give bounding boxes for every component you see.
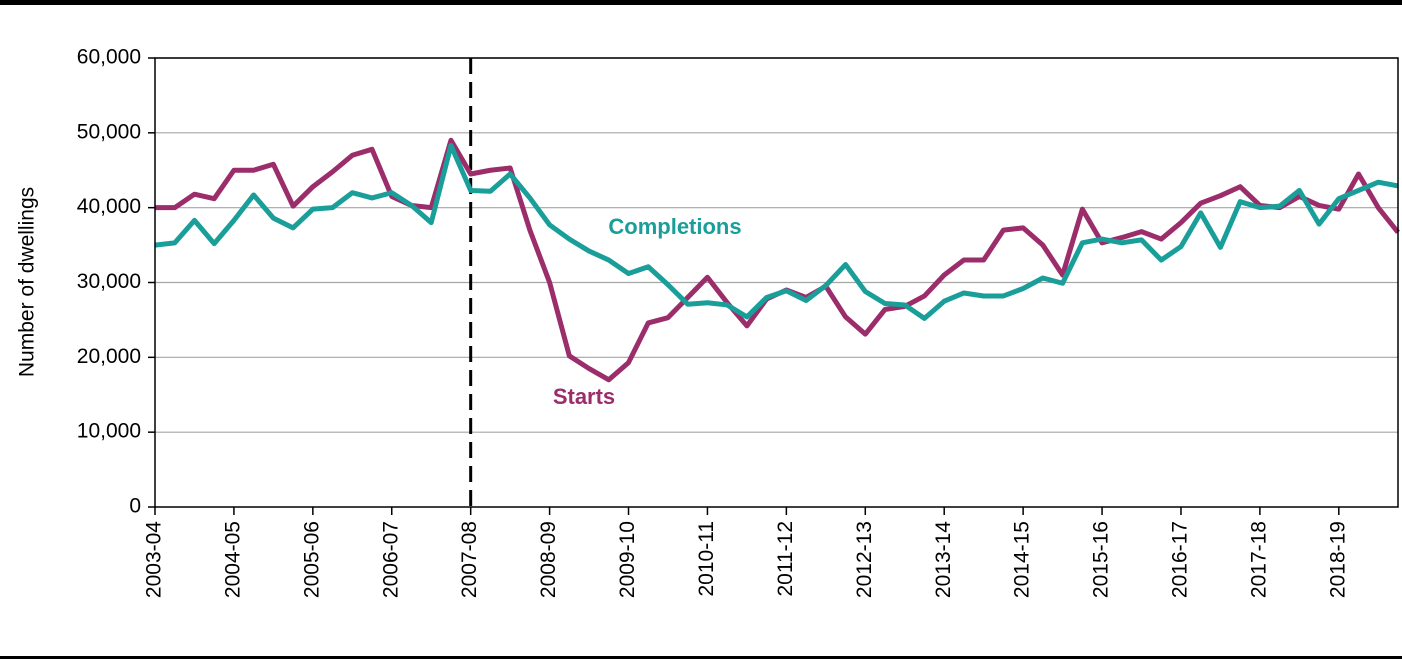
y-tick-label: 30,000 (77, 270, 141, 293)
series-line (154, 143, 1399, 321)
x-tick-label: 2007-08 (458, 521, 481, 598)
x-tick-label: 2008-09 (537, 521, 560, 598)
y-tick-label: 40,000 (77, 195, 141, 218)
bottom-rule (0, 656, 1402, 659)
y-axis-label: Number of dwellings (16, 187, 39, 377)
y-tick-label: 50,000 (77, 120, 141, 143)
x-tick-label: 2004-05 (221, 521, 244, 598)
x-tick-label: 2015-16 (1090, 521, 1113, 598)
x-tick-label: 2012-13 (853, 521, 876, 598)
series-line (155, 137, 1400, 383)
x-tick-label: 2016-17 (1169, 521, 1192, 598)
x-tick-label: 2018-19 (1326, 521, 1349, 598)
x-tick-label: 2006-07 (379, 521, 402, 598)
x-tick-label: 2011-12 (774, 521, 797, 597)
y-tick-label: 10,000 (77, 420, 141, 443)
series-label: Completions (608, 214, 741, 239)
y-tick-label: 0 (129, 495, 141, 518)
x-tick-label: 2017-18 (1247, 521, 1270, 598)
x-tick-label: 2005-06 (300, 521, 323, 598)
x-tick-label: 2009-10 (616, 521, 639, 598)
plot-frame (154, 57, 1399, 508)
x-tick-label: 2010-11 (695, 521, 718, 597)
top-rule (0, 0, 1402, 5)
y-tick-label: 20,000 (77, 345, 141, 368)
y-tick-label: 60,000 (77, 46, 141, 69)
series-label: Starts (553, 384, 615, 409)
x-tick-label: 2014-15 (1011, 521, 1034, 598)
x-tick-label: 2013-14 (932, 521, 955, 598)
x-tick-label: 2003-04 (143, 521, 166, 598)
